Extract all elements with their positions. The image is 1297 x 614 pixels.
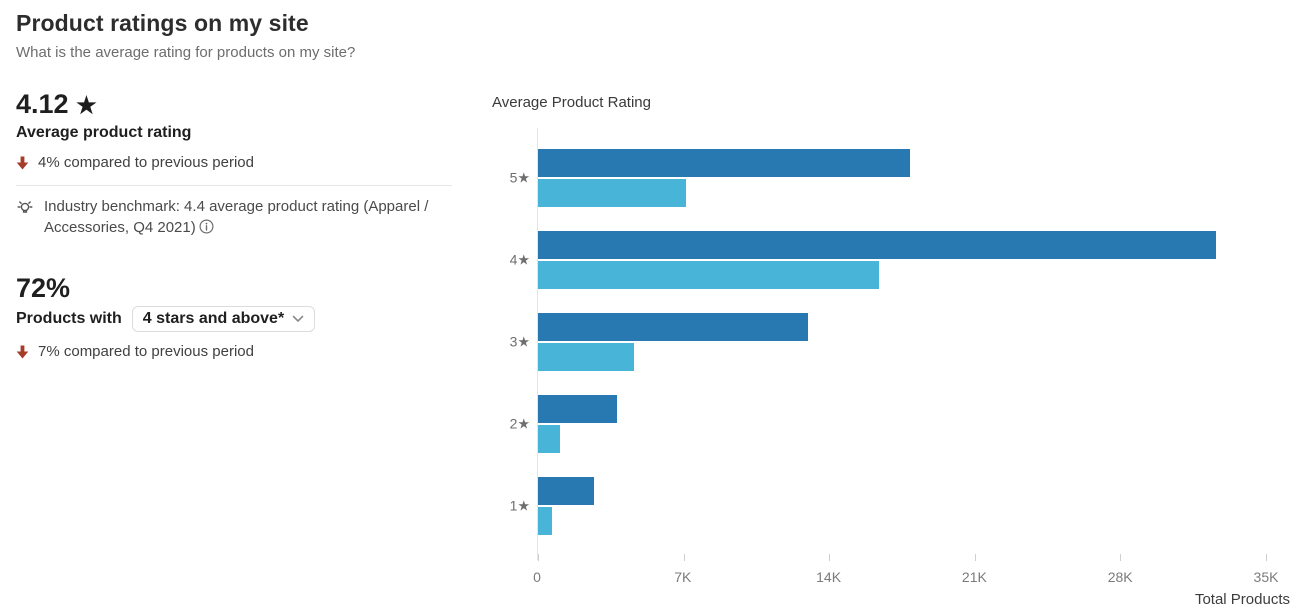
star-icon: ★ bbox=[76, 92, 97, 118]
x-axis-tick-label: 7K bbox=[674, 569, 692, 585]
y-axis-label: 5★ bbox=[509, 169, 530, 186]
bar-dark_blue[interactable] bbox=[538, 395, 618, 423]
page-title: Product ratings on my site bbox=[16, 10, 309, 36]
x-axis-tick bbox=[538, 554, 539, 561]
divider bbox=[16, 185, 452, 186]
x-axis-tick bbox=[829, 554, 831, 561]
average-rating-value-row: 4.12 ★ bbox=[16, 90, 468, 119]
decrease-arrow-icon bbox=[16, 156, 29, 169]
four-star-share-delta-text: 7% compared to previous period bbox=[38, 343, 254, 360]
y-axis-label: 2★ bbox=[509, 415, 530, 432]
bar-group: 1★ bbox=[510, 477, 1266, 535]
bar-dark_blue[interactable] bbox=[538, 313, 809, 341]
x-axis-tick bbox=[1120, 554, 1122, 561]
x-axis-tick bbox=[974, 554, 976, 561]
y-axis-label: 3★ bbox=[509, 333, 530, 350]
bar-light_blue[interactable] bbox=[538, 507, 552, 535]
page-subtitle: What is the average rating for products … bbox=[16, 44, 356, 61]
x-axis-tick-label: 35K bbox=[1253, 569, 1279, 585]
rating-distribution-chart: Average Product Rating 5★ 4★ 3★ 2★ 1★ 0 7K 14K… bbox=[492, 94, 1290, 608]
bar-light_blue[interactable] bbox=[538, 343, 634, 371]
chevron-down-icon bbox=[292, 315, 304, 323]
rating-threshold-dropdown[interactable]: 4 stars and above* bbox=[131, 306, 316, 332]
bar-dark_blue[interactable] bbox=[538, 149, 911, 177]
benchmark-text-wrap: Industry benchmark: 4.4 average product … bbox=[44, 197, 464, 240]
x-axis-tick-label: 14K bbox=[816, 569, 842, 585]
average-rating-delta-row: 4% compared to previous period bbox=[16, 154, 468, 171]
page-header: Product ratings on my site What is the a… bbox=[16, 10, 355, 61]
y-axis-label: 4★ bbox=[509, 251, 530, 268]
average-rating-value: 4.12 bbox=[16, 89, 69, 119]
x-axis-tick-label: 28K bbox=[1107, 569, 1133, 585]
bar-dark_blue[interactable] bbox=[538, 477, 595, 505]
bar-group: 2★ bbox=[510, 395, 1266, 453]
chart-plot: 5★ 4★ 3★ 2★ 1★ bbox=[510, 128, 1267, 561]
average-rating-delta-text: 4% compared to previous period bbox=[38, 154, 254, 171]
four-star-share-metric: 72% Products with 4 stars and above* 7% … bbox=[16, 274, 468, 360]
decrease-arrow-icon bbox=[16, 345, 29, 358]
products-with-row: Products with 4 stars and above* bbox=[16, 306, 468, 332]
bar-group: 4★ bbox=[510, 231, 1266, 289]
x-axis-tick-label: 0 bbox=[533, 569, 541, 585]
products-with-label: Products with bbox=[16, 310, 122, 327]
benchmark-row: Industry benchmark: 4.4 average product … bbox=[16, 197, 464, 240]
x-axis-tick bbox=[683, 554, 685, 561]
metrics-panel: 4.12 ★ Average product rating 4% compare… bbox=[16, 90, 468, 360]
four-star-share-delta-row: 7% compared to previous period bbox=[16, 343, 468, 360]
four-star-share-value: 72% bbox=[16, 273, 71, 303]
bar-light_blue[interactable] bbox=[538, 179, 686, 207]
x-axis-labels: 0 7K 14K 21K 28K 35K bbox=[533, 569, 1278, 585]
bar-group: 3★ bbox=[510, 313, 1266, 371]
rating-threshold-dropdown-value: 4 stars and above* bbox=[142, 310, 285, 327]
bar-light_blue[interactable] bbox=[538, 261, 880, 289]
bar-group: 5★ bbox=[510, 149, 1266, 207]
chart-rows: 5★ 4★ 3★ 2★ 1★ bbox=[510, 128, 1266, 535]
info-icon[interactable] bbox=[199, 217, 214, 240]
x-axis-title: Total Products bbox=[1194, 591, 1290, 608]
bar-light_blue[interactable] bbox=[538, 425, 560, 453]
bar-dark_blue[interactable] bbox=[538, 231, 1217, 259]
x-axis-tick-label: 21K bbox=[961, 569, 987, 585]
lightbulb-icon bbox=[17, 201, 33, 213]
y-axis-label: 1★ bbox=[509, 497, 530, 514]
average-rating-label: Average product rating bbox=[16, 124, 192, 141]
average-rating-metric: 4.12 ★ Average product rating 4% compare… bbox=[16, 90, 468, 171]
benchmark-text: Industry benchmark: 4.4 average product … bbox=[44, 198, 429, 236]
x-axis-tick bbox=[1266, 554, 1267, 561]
chart-title: Average Product Rating bbox=[492, 94, 651, 111]
